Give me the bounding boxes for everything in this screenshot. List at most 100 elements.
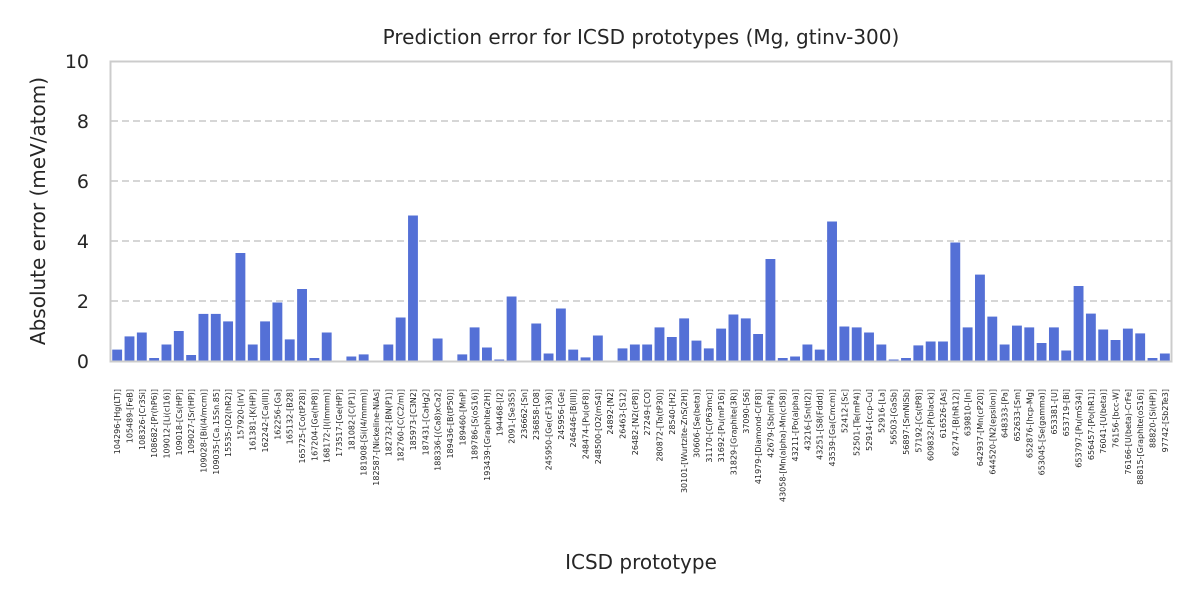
bar bbox=[592, 335, 603, 361]
x-tick-label: 648333-[Pa] bbox=[1001, 389, 1010, 438]
bar bbox=[1122, 328, 1133, 361]
x-tick-label: 30606-[Se(beta)] bbox=[692, 389, 701, 458]
x-tick-label: 189460-[MnP] bbox=[458, 389, 467, 445]
bar bbox=[839, 326, 850, 361]
x-tick-label: 26463-[S12] bbox=[619, 389, 628, 439]
bar bbox=[925, 341, 936, 361]
x-tick-label: 236858-[O8] bbox=[532, 389, 541, 440]
x-tick-label: 246446-[B(III)] bbox=[569, 389, 578, 447]
bar bbox=[1012, 325, 1022, 361]
bar bbox=[1098, 329, 1109, 361]
x-tick-label: 187431-[CaHg2] bbox=[421, 389, 430, 455]
x-tick-label: 52916-[La] bbox=[877, 389, 886, 433]
bar bbox=[383, 344, 394, 361]
x-tick-label: 653381-[U] bbox=[1050, 389, 1059, 435]
y-tick-label: 8 bbox=[77, 111, 89, 133]
bar bbox=[149, 358, 160, 361]
x-tick-label: 41979-[Diamond-C(F8)] bbox=[754, 389, 763, 484]
x-tick-label: 108682-[Pr(hP6)] bbox=[150, 389, 159, 458]
x-tick-label: 280872-[Ta(tP30)] bbox=[655, 389, 664, 462]
x-tick-label: 652876-[hcp-Mg] bbox=[1025, 389, 1034, 458]
x-tick-label: 653797-[Pu(mS34)] bbox=[1075, 389, 1084, 468]
x-tick-label: 188336-[(Ca8)xCa2] bbox=[434, 389, 443, 471]
x-tick-label: 162242-[Ca(III)] bbox=[261, 389, 270, 452]
bar bbox=[777, 358, 788, 361]
bar bbox=[1135, 333, 1146, 361]
bar bbox=[395, 317, 406, 361]
bar bbox=[765, 259, 776, 361]
bar bbox=[1048, 327, 1059, 361]
bar bbox=[938, 341, 948, 361]
y-axis-ticks: 0 2 4 6 8 10 bbox=[65, 51, 89, 373]
y-tick-label: 0 bbox=[77, 351, 89, 373]
x-tick-label: 76166-[U(beta)-CrFe] bbox=[1124, 389, 1133, 475]
x-tick-label: 181082-[C(P1)] bbox=[347, 389, 356, 450]
bar bbox=[950, 242, 961, 361]
x-tick-label: 193439-[Graphite(2H)] bbox=[483, 389, 492, 481]
x-tick-label: 88820-[Si(HP)] bbox=[1149, 389, 1158, 448]
bars bbox=[112, 215, 1170, 361]
x-tick-label: 27249-[CO] bbox=[643, 389, 652, 435]
bar bbox=[802, 344, 813, 361]
x-tick-label: 248474-[Pu(oF8)] bbox=[582, 389, 591, 459]
plot-frame bbox=[109, 60, 1173, 363]
x-tick-label: 616526-[As] bbox=[939, 389, 948, 438]
x-tick-label: 52412-[Sc] bbox=[840, 389, 849, 433]
bar bbox=[112, 349, 123, 361]
y-tick-label: 2 bbox=[77, 291, 89, 313]
x-tick-label: 236662-[Sn] bbox=[520, 389, 529, 439]
bar bbox=[482, 347, 492, 361]
bar bbox=[790, 356, 800, 361]
x-tick-label: 104296-[Hg(LT)] bbox=[113, 389, 122, 454]
x-tick-label: 43539-[Ga(Cmcm)] bbox=[828, 389, 837, 467]
gridlines bbox=[111, 120, 1171, 302]
bar bbox=[235, 253, 246, 361]
x-tick-label: 173517-[Ge(HP)] bbox=[335, 389, 344, 457]
x-tick-label: 656457-[Po(hR1)] bbox=[1087, 389, 1096, 460]
x-tick-label: 52914-[ccp-Cu] bbox=[865, 389, 874, 451]
bar bbox=[740, 318, 751, 361]
bar bbox=[975, 274, 985, 361]
bar bbox=[506, 296, 517, 361]
x-axis-ticks: 104296-[Hg(LT)] 105489-[FeB] 108326-[Cr3Si… bbox=[113, 389, 1170, 502]
bar bbox=[629, 344, 640, 361]
x-tick-label: 108326-[Cr3Si] bbox=[138, 389, 147, 450]
x-tick-label: 182760-[C(C2/m)] bbox=[397, 389, 406, 462]
x-tick-label: 161381-[K(HP)] bbox=[249, 389, 258, 451]
bar bbox=[186, 355, 197, 361]
x-tick-label: 181908-[Si(I4/mmm)] bbox=[360, 389, 369, 476]
bar bbox=[543, 353, 554, 361]
bar bbox=[1073, 286, 1084, 361]
bar bbox=[814, 349, 825, 361]
bar bbox=[408, 215, 418, 361]
bar bbox=[1110, 340, 1121, 361]
bar bbox=[297, 289, 307, 361]
bar bbox=[1159, 353, 1170, 361]
x-tick-label: 189436-[B(tP50)] bbox=[446, 389, 455, 459]
bar bbox=[173, 331, 184, 361]
x-tick-label: 652633-[Sm] bbox=[1013, 389, 1022, 442]
bar bbox=[1061, 350, 1072, 361]
bar bbox=[716, 328, 727, 361]
x-tick-label: 109027-[Sr(HP)] bbox=[187, 389, 196, 454]
bar bbox=[642, 344, 653, 361]
x-tick-label: 43216-[Sn(tI2)] bbox=[803, 389, 812, 451]
x-tick-label: 609832-[P(black)] bbox=[927, 389, 936, 461]
x-tick-label: 56503-[GaSb] bbox=[890, 389, 899, 445]
x-tick-label: 31692-[Pu(mP16)] bbox=[717, 389, 726, 462]
y-tick-label: 4 bbox=[77, 231, 89, 253]
bar bbox=[161, 344, 172, 361]
bar bbox=[358, 354, 369, 361]
bar bbox=[531, 323, 542, 361]
bar bbox=[457, 354, 468, 361]
bar bbox=[284, 339, 295, 361]
x-tick-label: 28540-[H2] bbox=[668, 389, 677, 435]
x-tick-label: 43058-[Mn(alpha)-Mn(cI58)] bbox=[779, 389, 788, 502]
bar bbox=[272, 302, 283, 361]
x-tick-label: 165132-[B28] bbox=[286, 389, 295, 444]
x-tick-label: 248500-[O2(mS4)] bbox=[594, 389, 603, 464]
x-tick-label: 642937-[Mn(cP20)] bbox=[976, 389, 985, 466]
x-tick-label: 245956-[Ge] bbox=[557, 389, 566, 440]
x-tick-label: 97742-[Sb2Te3] bbox=[1161, 389, 1170, 452]
